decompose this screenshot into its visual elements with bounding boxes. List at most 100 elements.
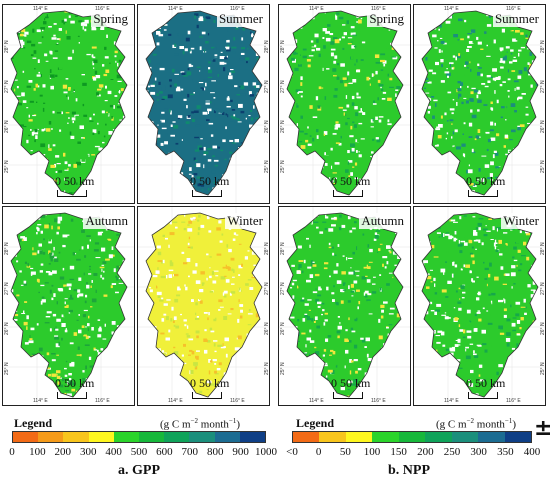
- pixel-texture: [422, 213, 538, 397]
- longitude-tick: 116° E: [506, 398, 521, 404]
- latitude-tick: 28° N: [264, 242, 270, 255]
- scale-label: 0 50 km: [466, 174, 506, 188]
- longitude-tick: 116° E: [506, 6, 521, 12]
- region-fill: [146, 11, 262, 195]
- latitude-tick: 27° N: [4, 80, 10, 93]
- color-bar-label: 50: [339, 446, 351, 458]
- latitude-tick: 25° N: [280, 160, 286, 173]
- color-bar-label: 300: [470, 446, 487, 458]
- color-bar-segment: [425, 432, 452, 442]
- map-svg: [279, 5, 410, 203]
- scale-bar: [468, 392, 498, 399]
- longitude-tick: 114° E: [309, 6, 324, 12]
- season-label: Summer: [492, 11, 541, 27]
- latitude-tick: 28° N: [540, 242, 546, 255]
- latitude-tick: 27° N: [264, 282, 270, 295]
- scale-bar: [192, 190, 222, 197]
- latitude-tick: 27° N: [540, 282, 546, 295]
- latitude-tick: 25° N: [4, 362, 10, 375]
- season-label: Summer: [216, 11, 265, 27]
- color-bar-segment: [189, 432, 215, 442]
- latitude-tick: 26° N: [264, 120, 270, 133]
- npp-unit-label: (g C m−2 month−1): [436, 417, 517, 431]
- region-outline: [10, 212, 128, 398]
- color-bar-label: 1000: [255, 446, 277, 458]
- color-bar-segment: [478, 432, 505, 442]
- latitude-tick: 25° N: [264, 362, 270, 375]
- color-bar-segment: [139, 432, 165, 442]
- scale-bar: [468, 190, 498, 197]
- latitude-tick: 28° N: [4, 242, 10, 255]
- color-bar-segment: [214, 432, 240, 442]
- color-bar-label: 200: [417, 446, 434, 458]
- npp-color-bar-labels: <0 0 50 100 150 200 250 300 350 400: [286, 446, 540, 460]
- color-bar-segment: [319, 432, 346, 442]
- npp-map-winter: Winter 0 50 km 114° E 116° E 28° N 27° N 26° N…: [413, 206, 546, 406]
- longitude-tick: 116° E: [95, 398, 110, 404]
- color-bar-label: 250: [443, 446, 461, 458]
- npp-map-group: Spring 0 50 km 114° E 116° E 28° N 27° N 26° N…: [278, 4, 548, 412]
- npp-color-bar: [292, 431, 532, 443]
- gpp-color-bar: [12, 431, 266, 443]
- scale-label: 0 50 km: [55, 174, 95, 188]
- longitude-tick: 114° E: [309, 398, 324, 404]
- color-bar-segment: [345, 432, 373, 442]
- npp-map-summer: Summer 0 50 km 114° E 116° E 28° N 27° N 26° N…: [413, 4, 546, 204]
- scale-label: 0 50 km: [331, 376, 371, 390]
- map-svg: [279, 207, 410, 405]
- longitude-tick: 116° E: [230, 6, 245, 12]
- longitude-tick: 114° E: [444, 398, 459, 404]
- map-svg: [3, 207, 134, 405]
- gpp-map-group: Spring 0 50 km 114° E 116° E 28° N 27° N 26° N…: [2, 4, 272, 412]
- season-label: Autumn: [83, 213, 130, 229]
- color-bar-segment: [239, 432, 266, 442]
- latitude-tick: 28° N: [280, 40, 286, 53]
- latitude-tick: 25° N: [4, 160, 10, 173]
- gpp-color-bar-labels: 0 100 200 300 400 500 600 700 800 900 1000: [9, 446, 277, 460]
- color-bar-label: 200: [54, 446, 72, 458]
- latitude-tick: 28° N: [540, 40, 546, 53]
- latitude-tick: 26° N: [264, 322, 270, 335]
- color-bar-segment: [504, 432, 531, 442]
- north-arrow-icon: ±: [534, 416, 550, 441]
- season-label: Winter: [225, 213, 265, 229]
- latitude-tick: 25° N: [264, 160, 270, 173]
- scale-label: 0 50 km: [331, 174, 371, 188]
- latitude-tick: 27° N: [264, 80, 270, 93]
- latitude-tick: 26° N: [4, 120, 10, 133]
- scale-bar: [57, 392, 87, 399]
- color-bar-segment: [372, 432, 399, 442]
- scale-bar: [333, 190, 363, 197]
- color-bar-segment: [113, 432, 140, 442]
- latitude-tick: 27° N: [280, 80, 286, 93]
- season-label: Autumn: [359, 213, 406, 229]
- region-outline: [421, 212, 539, 398]
- season-label: Spring: [367, 11, 406, 27]
- scale-label: 0 50 km: [190, 376, 230, 390]
- region-fill: [287, 11, 403, 195]
- gpp-caption: a. GPP: [118, 463, 160, 478]
- color-bar-segment: [398, 432, 426, 442]
- color-bar-label: 900: [232, 446, 249, 458]
- longitude-tick: 114° E: [168, 6, 183, 12]
- color-bar-segment: [63, 432, 89, 442]
- gpp-map-spring: Spring 0 50 km 114° E 116° E 28° N 27° N 26° N…: [2, 4, 135, 204]
- latitude-tick: 26° N: [4, 322, 10, 335]
- color-bar-label: 0: [315, 446, 322, 458]
- region-outline: [421, 10, 539, 196]
- longitude-tick: 116° E: [371, 6, 386, 12]
- gpp-map-summer: Summer 0 50 km 114° E 116° E 28° N 27° N 26° N…: [137, 4, 270, 204]
- color-bar-label: 400: [105, 446, 122, 458]
- color-bar-label: <0: [286, 446, 298, 458]
- longitude-tick: 116° E: [371, 398, 386, 404]
- longitude-tick: 114° E: [444, 6, 459, 12]
- region-outline: [145, 212, 263, 398]
- latitude-tick: 26° N: [540, 120, 546, 133]
- color-bar-label: 100: [29, 446, 46, 458]
- region-fill: [11, 11, 127, 195]
- color-bar-label: 800: [206, 446, 224, 458]
- latitude-tick: 26° N: [280, 120, 286, 133]
- color-bar-segment: [164, 432, 190, 442]
- gpp-map-autumn: Autumn 0 50 km 114° E 116° E 28° N 27° N 26° N…: [2, 206, 135, 406]
- region-outline: [145, 10, 263, 196]
